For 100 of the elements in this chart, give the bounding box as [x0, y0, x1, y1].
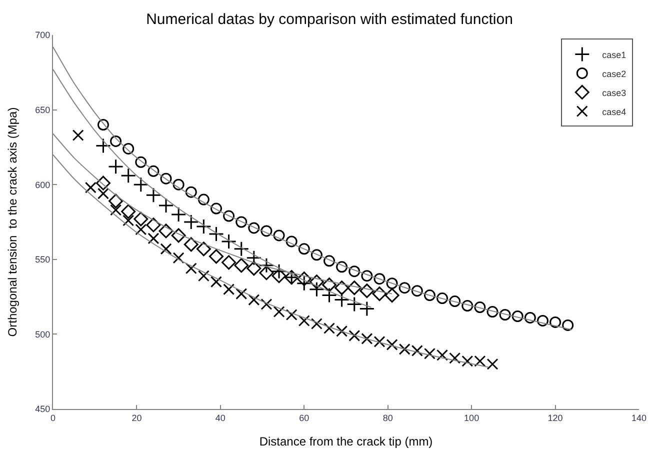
point — [259, 266, 274, 280]
point — [97, 188, 109, 200]
x-tick-label: 0 — [50, 412, 56, 423]
point — [236, 288, 248, 300]
point — [324, 322, 336, 334]
point — [286, 309, 298, 320]
point — [424, 290, 436, 302]
point — [308, 282, 324, 298]
y-axis-title: Orthogonal tension to the crack axis (Mpa) — [5, 107, 20, 337]
point — [196, 242, 211, 256]
point — [146, 187, 162, 203]
point — [449, 352, 461, 364]
point — [536, 314, 548, 326]
point — [449, 296, 461, 308]
point — [272, 268, 286, 284]
point — [210, 276, 222, 288]
point — [550, 316, 562, 328]
point — [135, 156, 147, 168]
point — [234, 258, 249, 273]
point — [258, 258, 274, 274]
point — [372, 286, 387, 302]
x-tick-label: 100 — [464, 412, 480, 423]
point — [171, 228, 186, 243]
point — [208, 226, 224, 242]
point — [512, 310, 524, 322]
point — [183, 214, 199, 230]
point — [336, 325, 348, 337]
point — [298, 314, 310, 326]
point — [158, 224, 174, 238]
point — [411, 285, 423, 297]
point — [158, 198, 174, 214]
point — [296, 272, 312, 286]
point — [386, 338, 398, 350]
point — [234, 241, 250, 257]
y-tick-label: 600 — [35, 180, 50, 190]
point — [208, 249, 224, 264]
x-tick-label: 80 — [382, 412, 393, 423]
y-tick-label: 550 — [35, 254, 50, 265]
point — [108, 194, 124, 208]
x-tick-label: 20 — [132, 412, 142, 423]
x-tick-label: 40 — [215, 412, 226, 423]
point — [298, 243, 310, 255]
y-tick-label: 500 — [35, 329, 50, 340]
point — [260, 225, 272, 237]
point — [286, 236, 298, 248]
point — [271, 264, 287, 280]
point — [97, 119, 109, 131]
point — [95, 138, 111, 154]
point — [359, 301, 375, 317]
point — [334, 280, 350, 296]
point — [160, 172, 172, 184]
point — [386, 278, 398, 290]
point — [72, 129, 84, 141]
point — [562, 319, 574, 331]
point — [273, 230, 285, 242]
point — [223, 210, 235, 222]
point — [110, 135, 122, 147]
legend-label: case1 — [602, 50, 626, 60]
point — [160, 243, 172, 255]
point — [108, 158, 124, 174]
x-tick-label: 140 — [631, 412, 647, 423]
point — [185, 186, 197, 198]
point — [133, 176, 149, 192]
y-tick-label: 650 — [35, 104, 50, 115]
x-tick-label: 120 — [548, 412, 563, 423]
legend-label: case3 — [602, 88, 626, 98]
point — [499, 309, 511, 320]
legend-label: case4 — [602, 106, 626, 117]
point — [486, 306, 498, 318]
point — [361, 332, 373, 344]
point — [222, 255, 236, 270]
point — [374, 336, 386, 348]
point — [310, 318, 322, 330]
point — [121, 204, 136, 219]
point — [346, 296, 362, 312]
point — [486, 358, 498, 370]
point — [246, 250, 262, 266]
point — [135, 224, 147, 236]
chart-title: Numerical datas by comparison with estimated function — [146, 11, 513, 28]
point — [210, 202, 222, 214]
point — [336, 261, 348, 273]
point — [348, 266, 360, 278]
point — [310, 249, 322, 261]
point — [309, 274, 324, 290]
point — [360, 284, 374, 298]
y-tick-label: 450 — [35, 404, 50, 414]
point — [198, 194, 210, 206]
point — [384, 288, 400, 303]
point — [248, 222, 260, 234]
point — [260, 298, 272, 310]
point — [374, 273, 386, 285]
point — [221, 234, 237, 250]
legend-label: case2 — [602, 68, 626, 79]
point — [146, 218, 161, 232]
point — [185, 262, 197, 274]
point — [196, 218, 212, 234]
point — [236, 216, 248, 228]
point — [361, 270, 373, 282]
point — [96, 176, 110, 190]
point — [322, 278, 337, 292]
